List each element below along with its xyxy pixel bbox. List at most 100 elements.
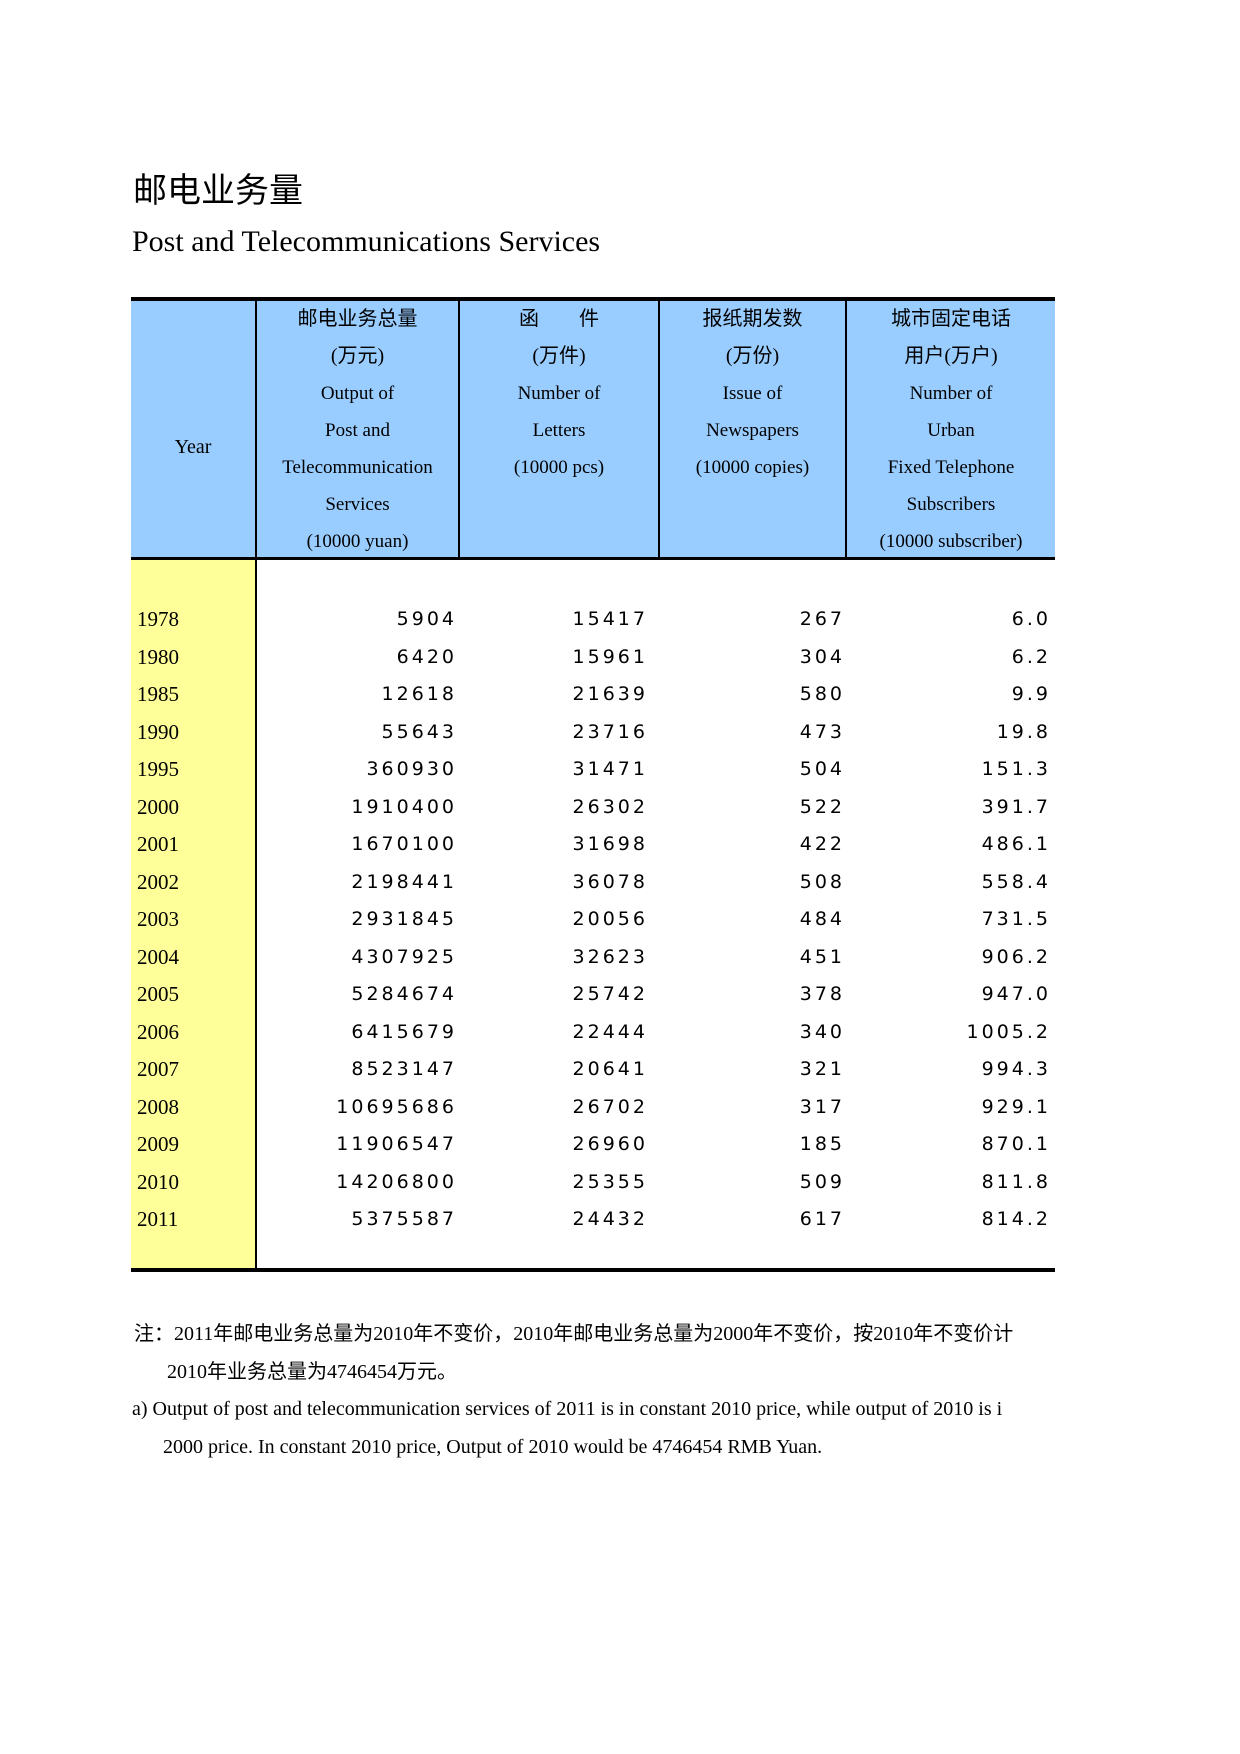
letters-value-cell: 36078 bbox=[572, 870, 648, 893]
year-cell: 1985 bbox=[137, 682, 179, 706]
header-newspapers-en-line1: Issue of bbox=[722, 383, 783, 404]
year-cell: 1980 bbox=[137, 644, 179, 669]
header-output-en-line4: Services bbox=[325, 494, 390, 515]
year-cell: 2011 bbox=[137, 1207, 179, 1231]
header-newspapers-cn: 报纸期发数 bbox=[702, 308, 803, 330]
year-cell: 2004 bbox=[137, 944, 179, 969]
letters-value-cell: 31471 bbox=[572, 758, 648, 780]
table-header-row: Year 邮电业务总量 (万元) Output of Post and Tele… bbox=[131, 297, 1055, 560]
output-value-cell: 6415679 bbox=[351, 1020, 457, 1043]
newspapers-value-cell: 340 bbox=[799, 1020, 845, 1043]
output-value-cell: 11906547 bbox=[336, 1133, 457, 1155]
letters-value-cell: 15417 bbox=[572, 608, 648, 630]
header-year-label: Year bbox=[174, 436, 212, 458]
header-newspapers-en-line2: Newspapers bbox=[706, 420, 799, 441]
fixed-value-cell: 1005.2 bbox=[966, 1020, 1051, 1043]
header-output-unit-en: (10000 yuan) bbox=[306, 531, 409, 552]
header-newspapers-unit-cn: (万份) bbox=[725, 345, 780, 367]
fixed-value-cell: 731.5 bbox=[981, 908, 1051, 930]
fixed-value-cell: 811.8 bbox=[981, 1170, 1051, 1193]
fixed-value-cell: 9.9 bbox=[1011, 683, 1051, 705]
fixed-value-cell: 151.3 bbox=[981, 758, 1051, 780]
output-value-cell: 2198441 bbox=[351, 870, 457, 893]
footnote-english-line1: a) Output of post and telecommunication … bbox=[132, 1398, 1003, 1420]
header-fixed-en-line3: Fixed Telephone bbox=[887, 457, 1015, 478]
year-cell: 2005 bbox=[137, 982, 179, 1006]
output-value-cell: 1910400 bbox=[351, 795, 457, 818]
header-letters-unit-cn: (万件) bbox=[532, 345, 586, 367]
letters-value-cell: 26702 bbox=[572, 1095, 648, 1118]
output-value-cell: 55643 bbox=[381, 720, 457, 743]
fixed-value-cell: 929.1 bbox=[981, 1095, 1051, 1118]
letters-value-cell: 20641 bbox=[572, 1058, 648, 1080]
footnote-chinese-line1: 注：2011年邮电业务总量为2010年不变价，2010年邮电业务总量为2000年… bbox=[134, 1323, 1014, 1345]
year-cell: 2009 bbox=[137, 1132, 179, 1156]
newspapers-value-cell: 617 bbox=[799, 1208, 845, 1230]
letters-value-cell: 22444 bbox=[572, 1020, 648, 1043]
newspapers-value-cell: 484 bbox=[799, 908, 845, 930]
letters-value-cell: 25742 bbox=[572, 983, 648, 1005]
year-cell: 2002 bbox=[137, 869, 179, 894]
table-row: 5375587 24432 617 814.2 bbox=[257, 1201, 1055, 1239]
data-rows: 5904 15417 267 6.0 6420 15961 304 6.2 12618 21639… bbox=[257, 560, 1055, 1268]
fixed-value-cell: 814.2 bbox=[981, 1208, 1051, 1230]
statistics-table: Year 邮电业务总量 (万元) Output of Post and Tele… bbox=[131, 297, 1055, 1272]
table-row: 360930 31471 504 151.3 bbox=[257, 751, 1055, 789]
letters-value-cell: 26302 bbox=[572, 795, 648, 818]
output-value-cell: 14206800 bbox=[336, 1170, 457, 1193]
fixed-value-cell: 19.8 bbox=[996, 720, 1051, 743]
year-cell: 2003 bbox=[137, 907, 179, 931]
year-cell: 2001 bbox=[137, 832, 179, 856]
table-row: 1910400 26302 522 391.7 bbox=[257, 789, 1055, 827]
footnote-chinese-line2: 2010年业务总量为4746454万元。 bbox=[167, 1360, 457, 1383]
newspapers-value-cell: 508 bbox=[799, 870, 845, 893]
letters-value-cell: 15961 bbox=[572, 645, 648, 668]
year-cell: 1990 bbox=[137, 719, 179, 744]
header-fixed-cn-line1: 城市固定电话 bbox=[891, 308, 1011, 330]
newspapers-value-cell: 304 bbox=[799, 645, 845, 668]
newspapers-value-cell: 317 bbox=[799, 1095, 845, 1118]
table-row: 2198441 36078 508 558.4 bbox=[257, 864, 1055, 902]
table-row: 1670100 31698 422 486.1 bbox=[257, 826, 1055, 864]
newspapers-value-cell: 378 bbox=[799, 983, 845, 1005]
table-row: 2931845 20056 484 731.5 bbox=[257, 901, 1055, 939]
letters-value-cell: 31698 bbox=[572, 833, 648, 855]
header-output-en-line1: Output of bbox=[320, 383, 395, 404]
newspapers-value-cell: 580 bbox=[799, 683, 845, 705]
table-row: 6415679 22444 340 1005.2 bbox=[257, 1014, 1055, 1052]
fixed-value-cell: 6.2 bbox=[1011, 645, 1051, 668]
fixed-value-cell: 486.1 bbox=[981, 833, 1051, 855]
header-fixed-cn-line2: 用户(万户) bbox=[904, 345, 998, 367]
header-output-unit-cn: (万元) bbox=[330, 345, 385, 367]
output-value-cell: 360930 bbox=[366, 758, 457, 780]
footnotes: 注：2011年邮电业务总量为2010年不变价，2010年邮电业务总量为2000年… bbox=[132, 1316, 1067, 1468]
year-cell: 1995 bbox=[137, 757, 179, 781]
table-row: 11906547 26960 185 870.1 bbox=[257, 1126, 1055, 1164]
header-fixed-unit-en: (10000 subscriber) bbox=[879, 531, 1023, 552]
header-fixed-en-line4: Subscribers bbox=[906, 494, 996, 515]
fixed-value-cell: 391.7 bbox=[981, 795, 1051, 818]
letters-value-cell: 21639 bbox=[572, 683, 648, 705]
output-value-cell: 1670100 bbox=[351, 833, 457, 855]
header-newspapers: 报纸期发数 (万份) Issue of Newspapers (10000 co… bbox=[660, 301, 847, 557]
letters-value-cell: 24432 bbox=[572, 1208, 648, 1230]
output-value-cell: 12618 bbox=[381, 683, 457, 705]
header-letters: 函 件 (万件) Number of Letters (10000 pcs) bbox=[460, 301, 660, 557]
header-fixed-en-line1: Number of bbox=[909, 383, 993, 404]
fixed-value-cell: 558.4 bbox=[981, 870, 1051, 893]
letters-value-cell: 25355 bbox=[572, 1170, 648, 1193]
header-newspapers-unit-en: (10000 copies) bbox=[695, 457, 810, 478]
table-body: 1978 1980 1985 1990 1995 2000 2001 2002 2003 2004… bbox=[131, 560, 1055, 1268]
newspapers-value-cell: 473 bbox=[799, 720, 845, 743]
header-fixed-en-line2: Urban bbox=[927, 420, 975, 441]
output-value-cell: 8523147 bbox=[351, 1058, 457, 1080]
output-value-cell: 4307925 bbox=[351, 945, 457, 968]
year-cell: 2010 bbox=[137, 1169, 179, 1194]
fixed-value-cell: 994.3 bbox=[981, 1058, 1051, 1080]
output-value-cell: 5375587 bbox=[351, 1208, 457, 1230]
table-row: 55643 23716 473 19.8 bbox=[257, 714, 1055, 752]
newspapers-value-cell: 451 bbox=[799, 945, 845, 968]
letters-value-cell: 32623 bbox=[572, 945, 648, 968]
newspapers-value-cell: 185 bbox=[799, 1133, 845, 1155]
